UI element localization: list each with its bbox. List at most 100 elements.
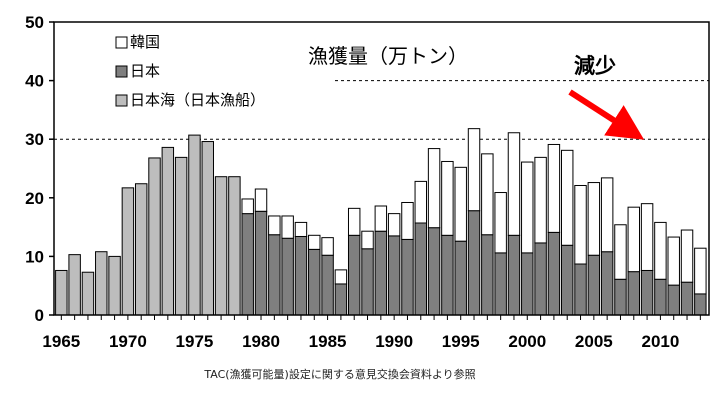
legend-swatch: [115, 65, 128, 78]
bar-segment: [294, 235, 308, 316]
bar-segment: [68, 254, 81, 316]
bar-segment: [494, 192, 507, 254]
bar-segment: [321, 254, 334, 316]
bar-segment: [574, 263, 587, 316]
bar-segment: [321, 237, 334, 256]
bar-segment: [494, 252, 507, 316]
bar-segment: [401, 238, 414, 316]
bar-segment: [161, 146, 175, 316]
bar-segment: [614, 278, 627, 316]
bar-segment: [667, 236, 680, 286]
bar-segment: [454, 166, 467, 242]
bar-segment: [387, 235, 401, 316]
bar-segment: [174, 156, 188, 316]
bar-segment: [294, 221, 308, 237]
bar-segment: [654, 221, 667, 280]
bar-segment: [560, 149, 574, 246]
y-tick-label: 0: [35, 306, 44, 325]
bar-segment: [241, 213, 254, 316]
bar-segment: [281, 215, 294, 239]
bar-segment: [441, 160, 454, 236]
bar-segment: [534, 156, 547, 244]
bar-segment: [361, 248, 374, 316]
unit-label: 漁獲量（万トン）: [308, 44, 468, 68]
bar-segment: [507, 234, 521, 316]
bar-segment: [201, 141, 214, 316]
bar-segment: [654, 278, 667, 316]
bar-segment: [614, 224, 627, 280]
x-tick-label: 1995: [442, 332, 480, 351]
y-tick-label: 50: [25, 13, 44, 32]
bar-segment: [521, 161, 534, 254]
decrease-annotation: 減少: [574, 54, 616, 78]
x-tick-label: 2005: [575, 332, 613, 351]
x-tick-label: 2000: [508, 332, 546, 351]
bar-segment: [95, 251, 108, 316]
bar-segment: [361, 230, 374, 250]
bar-segment: [254, 210, 268, 316]
bar-segment: [694, 247, 707, 295]
bar-segment: [680, 229, 694, 283]
x-tick-label: 1970: [109, 332, 147, 351]
legend-swatch: [115, 36, 128, 49]
x-tick-label: 1990: [375, 332, 413, 351]
bar-segment: [308, 248, 321, 316]
y-tick-label: 20: [25, 189, 44, 208]
bar-segment: [254, 188, 268, 212]
bar-segment: [374, 230, 388, 316]
bar-segment: [481, 234, 494, 316]
bar-segment: [347, 234, 361, 316]
legend-label: 日本海（日本漁船）: [130, 91, 265, 109]
bar-segment: [241, 198, 254, 215]
bar-segment: [481, 153, 494, 236]
y-axis: 0 10 20 30 40 50: [25, 13, 54, 325]
legend-swatch: [115, 94, 128, 107]
bar-segment: [627, 271, 641, 316]
bar-segment: [454, 240, 467, 316]
bar-segment: [521, 252, 534, 316]
bar-segment: [228, 176, 241, 316]
bar-segment: [188, 134, 201, 316]
bar-segment: [507, 132, 521, 236]
bar-segment: [587, 182, 601, 256]
bar-segment: [334, 269, 348, 285]
bar-segment: [347, 207, 361, 236]
bar-segment: [121, 187, 135, 316]
y-tick-label: 30: [25, 130, 44, 149]
y-tick-label: 40: [25, 72, 44, 91]
bar-segment: [134, 183, 148, 316]
bar-segment: [574, 184, 587, 265]
x-tick-label: 1980: [242, 332, 280, 351]
gridlines: [54, 80, 709, 140]
bar-segment: [560, 244, 574, 316]
y-tick-label: 10: [25, 247, 44, 266]
bar-segment: [81, 271, 95, 316]
bar-segment: [534, 242, 547, 316]
bar-segment: [694, 293, 707, 316]
bar-segment: [148, 157, 161, 316]
bar-segment: [374, 205, 388, 232]
bar-segment: [600, 177, 614, 253]
bar-segment: [547, 143, 561, 233]
x-tick-label: 2010: [641, 332, 679, 351]
decrease-arrow-icon: [568, 89, 645, 140]
x-tick-label: 1985: [309, 332, 347, 351]
bar-segment: [467, 210, 481, 316]
bar-segment: [268, 234, 281, 316]
bar-segment: [308, 234, 321, 250]
bar-segment: [640, 203, 654, 271]
bar-segment: [281, 237, 294, 316]
bar-segment: [55, 269, 68, 316]
bar-segment: [427, 148, 441, 229]
legend-label: 日本: [130, 62, 160, 80]
plot-frame: [53, 21, 710, 316]
bar-segment: [467, 128, 481, 212]
bar-segment: [108, 255, 121, 316]
bar-segment: [401, 201, 414, 240]
x-axis: 1965 1970 1975 1980 1985 1990 1995 2000 2005 2010: [42, 315, 701, 351]
bar-segment: [414, 180, 427, 224]
bar-segment: [627, 206, 641, 273]
bar-segment: [667, 284, 680, 316]
x-tick-label: 1975: [176, 332, 214, 351]
